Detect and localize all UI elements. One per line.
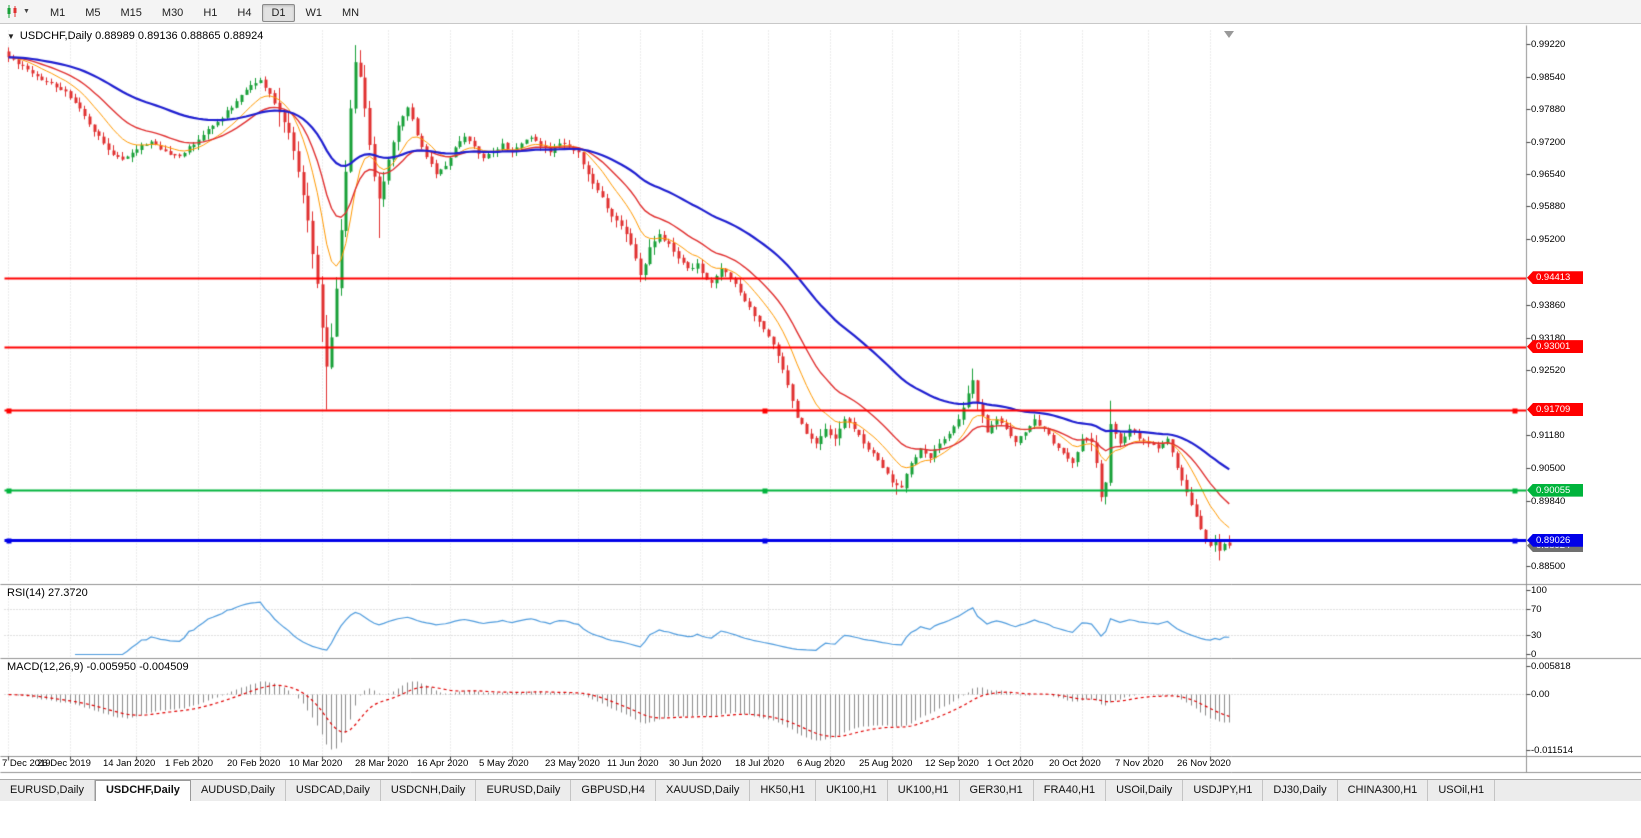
timeframe-button-M30[interactable]: M30 [161,6,184,19]
symbol-tab[interactable]: HK50,H1 [750,780,816,801]
date-axis-label: 18 Jul 2020 [735,758,785,769]
symbol-tab[interactable]: XAUUSD,Daily [655,780,751,801]
rsi-axis-label: 0 [1531,649,1537,660]
symbol-tab[interactable]: USDCHF,Daily [94,780,191,801]
price-axis-label: 0.97880 [1531,103,1566,115]
price-axis-label: 0.92520 [1531,365,1566,376]
symbol-tab[interactable]: USOil,Daily [1106,780,1184,801]
date-axis-label: 1 Oct 2020 [987,758,1034,769]
date-axis-label: 26 Dec 2019 [37,758,91,769]
macd-axis-label: 0.00 [1531,689,1550,701]
date-axis-label: 12 Sep 2020 [925,758,979,769]
date-axis-label: 5 May 2020 [479,758,529,769]
symbol-tab[interactable]: EURUSD,Daily [476,780,572,801]
timeframe-button-M5[interactable]: M5 [85,6,101,19]
date-axis-label: 20 Feb 2020 [227,758,281,769]
macd-indicator-label: MACD(12,26,9) -0.005950 -0.004509 [7,661,189,673]
timeframe-button-H4[interactable]: H4 [237,6,252,19]
date-axis-label: 7 Dec 2019 [2,758,51,769]
timeframe-button-M1[interactable]: M1 [49,6,66,19]
date-axis-label: 28 Mar 2020 [355,758,409,769]
symbol-tab[interactable]: USDJPY,H1 [1183,780,1264,801]
price-axis-label: 0.95200 [1531,234,1566,246]
price-axis-label: 0.88500 [1531,560,1566,572]
timeframe-button-W1[interactable]: W1 [305,6,323,19]
chart-title-text: USDCHF,Daily 0.88989 0.89136 0.88865 0.8… [19,30,264,42]
timeframe-button-group: M1 M5 M15 M30 H1 H4 D1 W1 MN [40,3,369,22]
price-line-badge[interactable]: 0.93001 [1527,340,1583,354]
price-axis-label: 0.93180 [1531,332,1566,344]
timeframe-button-MN[interactable]: MN [342,6,360,19]
timeframe-button-D1[interactable]: D1 [262,3,295,22]
symbol-tab[interactable]: FRA40,H1 [1033,780,1107,801]
rsi-axis-label: 70 [1531,604,1542,616]
candlestick-chart-icon-svg [7,5,17,18]
symbol-tab[interactable]: CHINA300,H1 [1337,780,1429,801]
symbol-tab[interactable]: GBPUSD,H4 [571,780,656,801]
symbol-tab[interactable]: DJ30,Daily [1263,780,1338,801]
chart-title: ▼ USDCHF,Daily 0.88989 0.89136 0.88865 0… [7,30,263,42]
timeframe-button-M15[interactable]: M15 [120,6,142,19]
rsi-axis-label: 30 [1531,629,1542,641]
timeframe-button-H1[interactable]: H1 [203,6,218,19]
price-axis-label: 0.90500 [1531,463,1566,475]
price-axis-label: 0.89840 [1531,495,1566,507]
date-axis-label: 11 Jun 2020 [607,758,659,769]
date-axis-label: 1 Feb 2020 [165,758,214,769]
candlestick-chart-icon[interactable] [5,4,20,19]
price-axis-label: 0.97200 [1531,137,1566,149]
chevron-down-icon[interactable]: ▼ [23,8,30,15]
symbol-tab[interactable]: UK100,H1 [887,780,960,801]
date-axis-label: 23 May 2020 [545,758,600,769]
price-line-badge[interactable]: 0.91709 [1527,403,1583,416]
date-axis-label: 16 Apr 2020 [417,758,469,769]
rsi-axis-label: 100 [1531,585,1547,596]
rsi-indicator-label: RSI(14) 27.3720 [7,587,88,599]
symbol-tab[interactable]: UK100,H1 [815,780,888,801]
price-line-badge[interactable]: 0.90055 [1527,483,1583,497]
collapse-caret-icon[interactable]: ▼ [7,31,15,41]
chart-shift-marker-icon[interactable] [1224,31,1234,38]
date-axis-label: 14 Jan 2020 [103,758,156,769]
price-line-badge[interactable]: 0.94413 [1527,271,1583,285]
date-axis-label: 7 Nov 2020 [1115,758,1164,769]
date-axis-label: 30 Jun 2020 [669,758,722,769]
timeframe-toolbar: ▼ M1 M5 M15 M30 H1 H4 D1 W1 MN [0,0,1641,24]
date-axis-label: 25 Aug 2020 [859,758,913,769]
date-axis-label: 6 Aug 2020 [797,758,846,769]
price-axis-label: 0.96540 [1531,169,1566,181]
date-axis-label: 10 Mar 2020 [289,758,343,769]
symbol-tab[interactable]: USDCAD,Daily [285,780,381,801]
price-line-badge[interactable]: 0.89026 [1527,533,1583,547]
symbol-tab[interactable]: USDCNH,Daily [380,780,477,801]
date-axis-label: 20 Oct 2020 [1049,758,1101,769]
chart-tab-bar: EURUSD,Daily USDCHF,Daily AUDUSD,Daily USDC… [0,779,1641,801]
price-axis-label: 0.99220 [1531,38,1566,50]
date-axis-label: 26 Nov 2020 [1177,758,1231,769]
symbol-tab[interactable]: USOil,H1 [1428,780,1496,801]
price-axis-label: 0.91180 [1531,430,1565,442]
macd-axis-label: 0.005818 [1531,661,1571,672]
price-axis-label: 0.98540 [1531,71,1566,83]
symbol-tab[interactable]: EURUSD,Daily [0,780,95,801]
price-axis-label: 0.93860 [1531,299,1566,311]
symbol-tab[interactable]: AUDUSD,Daily [190,780,286,801]
price-axis-label: 0.95880 [1531,201,1566,213]
symbol-tab[interactable]: GER30,H1 [959,780,1034,801]
macd-axis-label: -0.011514 [1531,745,1574,756]
